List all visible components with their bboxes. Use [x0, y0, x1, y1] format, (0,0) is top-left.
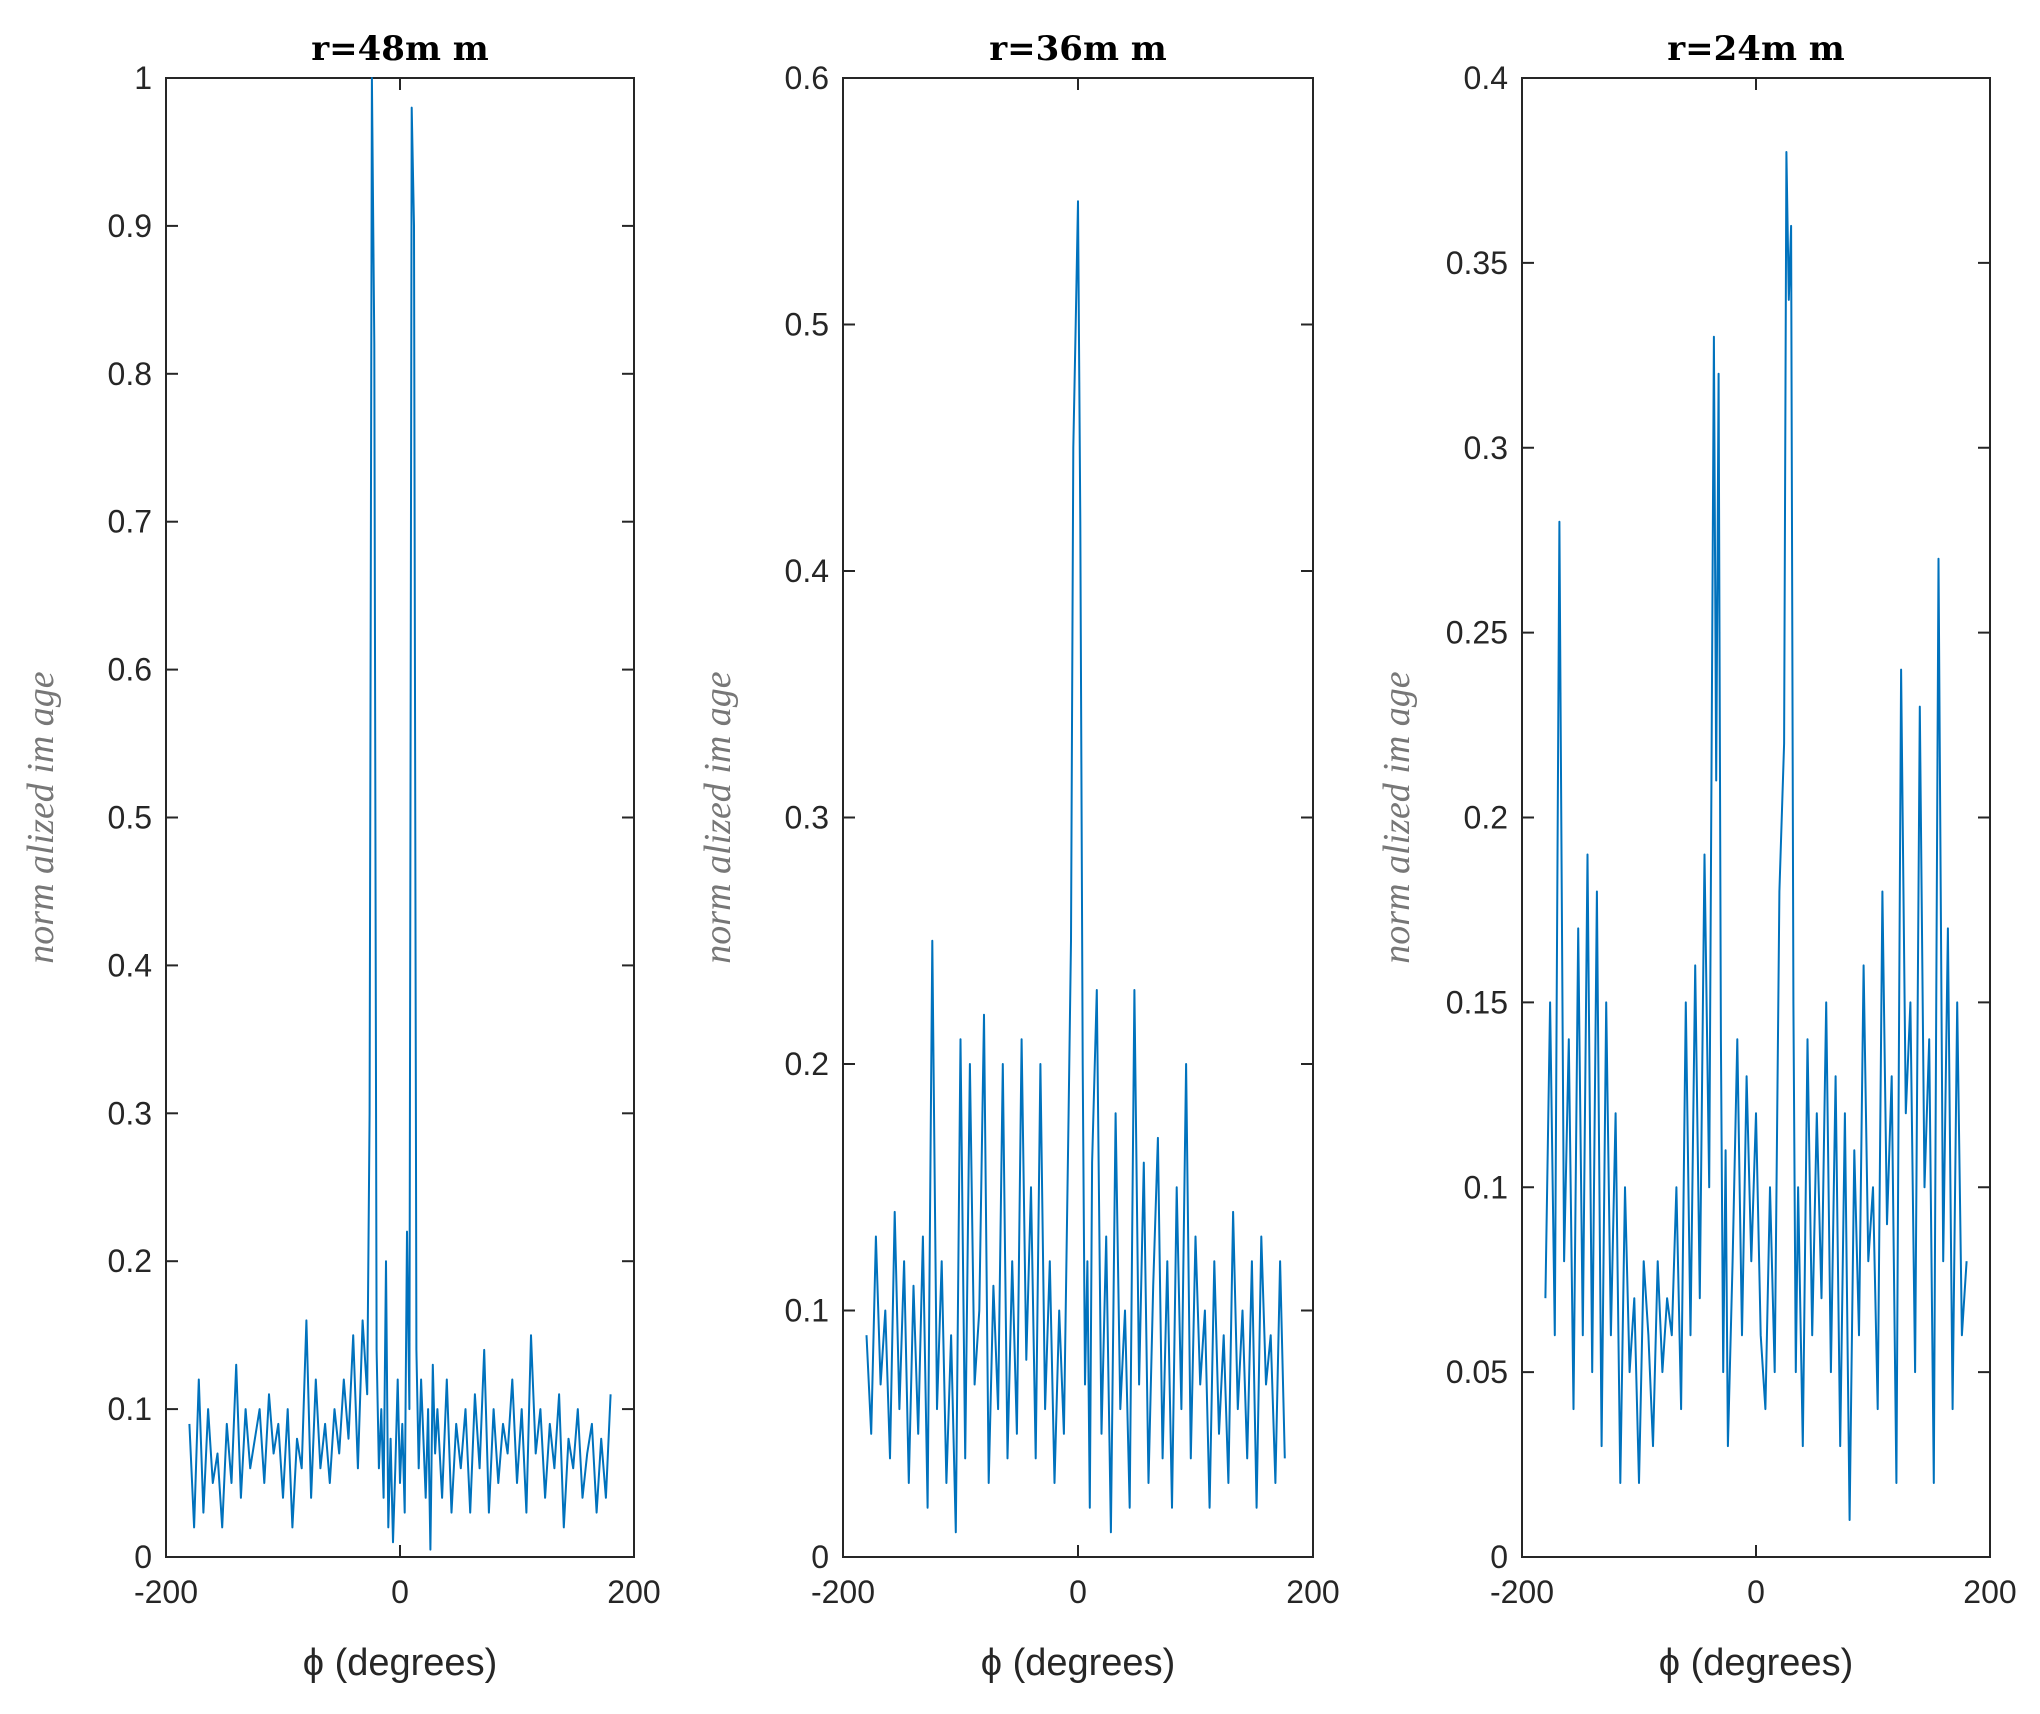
y-tick-label: 0.15 — [1446, 984, 1508, 1020]
y-tick-label: 0.5 — [785, 307, 829, 343]
y-tick-label: 0.1 — [108, 1391, 152, 1427]
y-tick-label: 0.7 — [108, 504, 152, 540]
y-tick-label: 0 — [134, 1539, 152, 1575]
x-tick-label: 200 — [1286, 1574, 1339, 1610]
y-axis-label: norm alized im age — [1376, 671, 1418, 964]
x-tick-label: -200 — [1490, 1574, 1554, 1610]
y-tick-label: 0.05 — [1446, 1354, 1508, 1390]
y-tick-label: 1 — [134, 60, 152, 96]
y-tick-label: 0.8 — [108, 356, 152, 392]
chart-title: r=48m m — [311, 29, 489, 69]
x-tick-label: -200 — [811, 1574, 875, 1610]
y-tick-label: 0.3 — [785, 800, 829, 836]
y-axis-label: norm alized im age — [697, 671, 739, 964]
y-tick-label: 0.3 — [1464, 430, 1508, 466]
x-axis-label: ϕ (degrees) — [303, 1642, 497, 1684]
y-tick-label: 0.1 — [785, 1293, 829, 1329]
x-tick-label: 0 — [391, 1574, 409, 1610]
x-tick-label: 0 — [1747, 1574, 1765, 1610]
series-line-1 — [865, 200, 1286, 1534]
y-axis-label: norm alized im age — [20, 671, 62, 964]
subplot-1: 00.10.20.30.40.50.60.70.80.91-200 0 200r=4… — [20, 29, 661, 1684]
y-tick-label: 0.25 — [1446, 615, 1508, 651]
y-tick-label: 0.4 — [785, 553, 829, 589]
y-tick-label: 0 — [811, 1539, 829, 1575]
x-tick-label: 200 — [607, 1574, 660, 1610]
y-tick-label: 0.2 — [1464, 800, 1508, 836]
chart-title: r=36m m — [989, 29, 1167, 69]
x-tick-label: 0 — [1069, 1574, 1087, 1610]
x-tick-label: -200 — [134, 1574, 198, 1610]
y-tick-label: 0.4 — [108, 947, 152, 983]
y-tick-label: 0.4 — [1464, 60, 1508, 96]
series-line-1 — [188, 77, 612, 1551]
chart-title: r=24m m — [1667, 29, 1845, 69]
y-tick-label: 0.1 — [1464, 1169, 1508, 1205]
y-tick-label: 0.6 — [108, 652, 152, 688]
y-tick-label: 0.2 — [785, 1046, 829, 1082]
y-tick-label: 0.9 — [108, 208, 152, 244]
axes-box — [165, 77, 635, 1558]
x-axis-label: ϕ (degrees) — [1659, 1642, 1853, 1684]
y-tick-label: 0 — [1490, 1539, 1508, 1575]
y-tick-label: 0.35 — [1446, 245, 1508, 281]
y-tick-label: 0.5 — [108, 800, 152, 836]
series-line-1 — [1544, 151, 1968, 1521]
subplot-3: 00.050.10.150.20.250.30.350.4-200 0 200r=2… — [1376, 29, 2017, 1684]
y-tick-label: 0.6 — [785, 60, 829, 96]
y-tick-label: 0.2 — [108, 1243, 152, 1279]
x-tick-label: 200 — [1963, 1574, 2016, 1610]
y-tick-label: 0.3 — [108, 1095, 152, 1131]
x-axis-label: ϕ (degrees) — [981, 1642, 1175, 1684]
